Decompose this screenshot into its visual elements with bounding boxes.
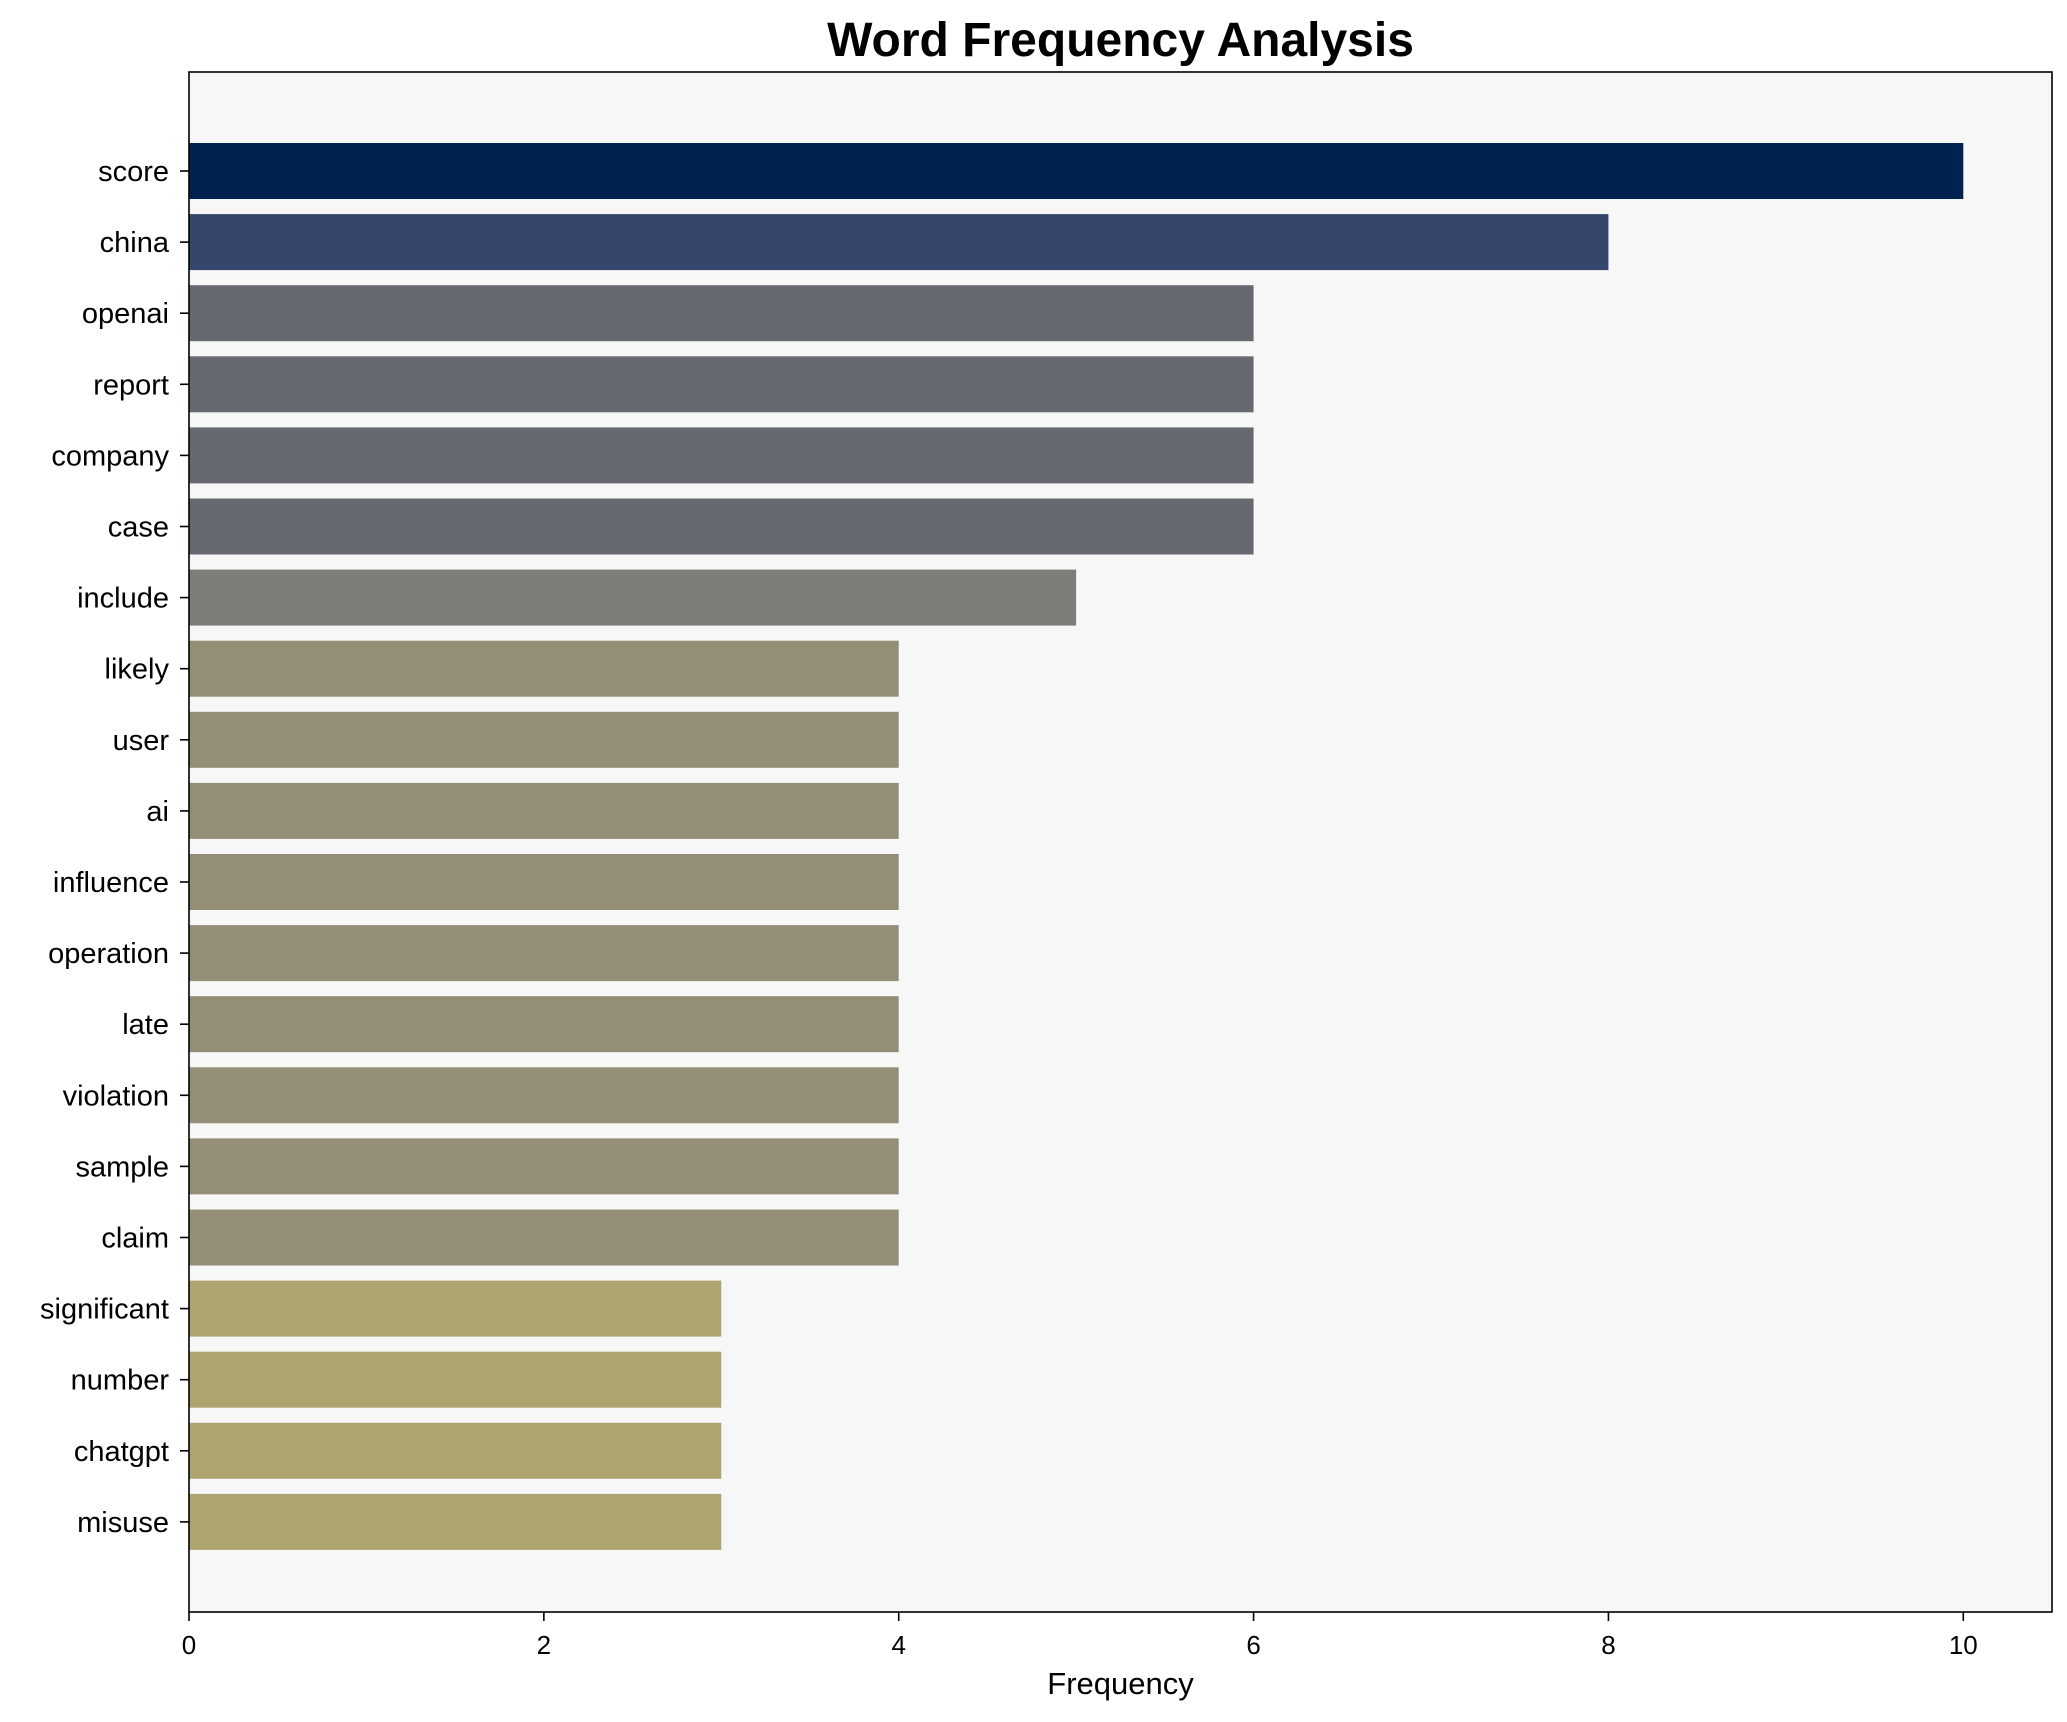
y-tick-label: company (51, 440, 169, 472)
y-tick-label: influence (53, 867, 169, 899)
y-tick-label: chatgpt (74, 1436, 169, 1468)
y-tick-label: ai (146, 796, 169, 828)
bar-late (189, 996, 899, 1053)
bar-openai (189, 285, 1254, 342)
bar-misuse (189, 1493, 722, 1550)
x-tick-label: 0 (182, 1630, 196, 1660)
y-tick-label: user (113, 725, 170, 757)
bars (189, 143, 1964, 1550)
y-tick-label: include (77, 583, 169, 615)
y-tick-label: operation (48, 938, 169, 970)
bar-likely (189, 640, 899, 697)
bar-violation (189, 1067, 899, 1124)
bar-user (189, 711, 899, 768)
bar-include (189, 569, 1077, 626)
bar-chatgpt (189, 1422, 722, 1479)
bar-china (189, 214, 1609, 271)
chart-title: Word Frequency Analysis (827, 14, 1414, 67)
x-tick-label: 10 (1949, 1630, 1978, 1660)
bar-report (189, 356, 1254, 413)
y-tick-label: number (71, 1365, 170, 1397)
y-tick-label: violation (63, 1080, 169, 1112)
bar-number (189, 1351, 722, 1408)
y-axis-ticks: score china openai report company case include… (40, 156, 189, 1539)
bar-influence (189, 854, 899, 910)
x-axis-label: Frequency (1047, 1666, 1194, 1701)
bar-score (189, 143, 1964, 199)
x-axis-ticks: 0 2 4 6 8 10 (182, 1612, 1978, 1660)
bar-company (189, 427, 1254, 484)
bar-claim (189, 1209, 899, 1266)
y-tick-label: late (122, 1009, 169, 1041)
y-tick-label: sample (76, 1151, 170, 1183)
x-tick-label: 8 (1601, 1630, 1615, 1660)
y-tick-label: significant (40, 1294, 169, 1326)
bar-significant (189, 1280, 722, 1337)
x-tick-label: 4 (891, 1630, 905, 1660)
bar-sample (189, 1138, 899, 1195)
y-tick-label: openai (82, 298, 169, 330)
y-tick-label: claim (101, 1223, 169, 1255)
bar-case (189, 498, 1254, 555)
x-tick-label: 6 (1246, 1630, 1260, 1660)
y-tick-label: misuse (77, 1507, 169, 1539)
bar-operation (189, 925, 899, 982)
bar-ai (189, 782, 899, 839)
y-tick-label: china (100, 227, 170, 259)
x-tick-label: 2 (537, 1630, 551, 1660)
plot-frame (188, 71, 2053, 1613)
y-tick-label: score (98, 156, 169, 188)
y-tick-label: case (108, 512, 169, 544)
y-tick-label: report (93, 369, 169, 401)
y-tick-label: likely (105, 654, 170, 686)
